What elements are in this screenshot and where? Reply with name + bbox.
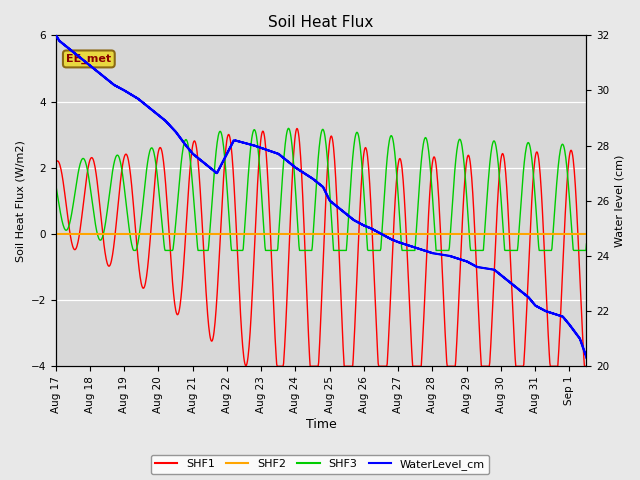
- Text: EE_met: EE_met: [67, 54, 111, 64]
- Title: Soil Heat Flux: Soil Heat Flux: [268, 15, 374, 30]
- Y-axis label: Soil Heat Flux (W/m2): Soil Heat Flux (W/m2): [15, 140, 25, 262]
- X-axis label: Time: Time: [306, 419, 337, 432]
- Legend: SHF1, SHF2, SHF3, WaterLevel_cm: SHF1, SHF2, SHF3, WaterLevel_cm: [151, 455, 489, 474]
- Y-axis label: Water level (cm): Water level (cm): [615, 155, 625, 247]
